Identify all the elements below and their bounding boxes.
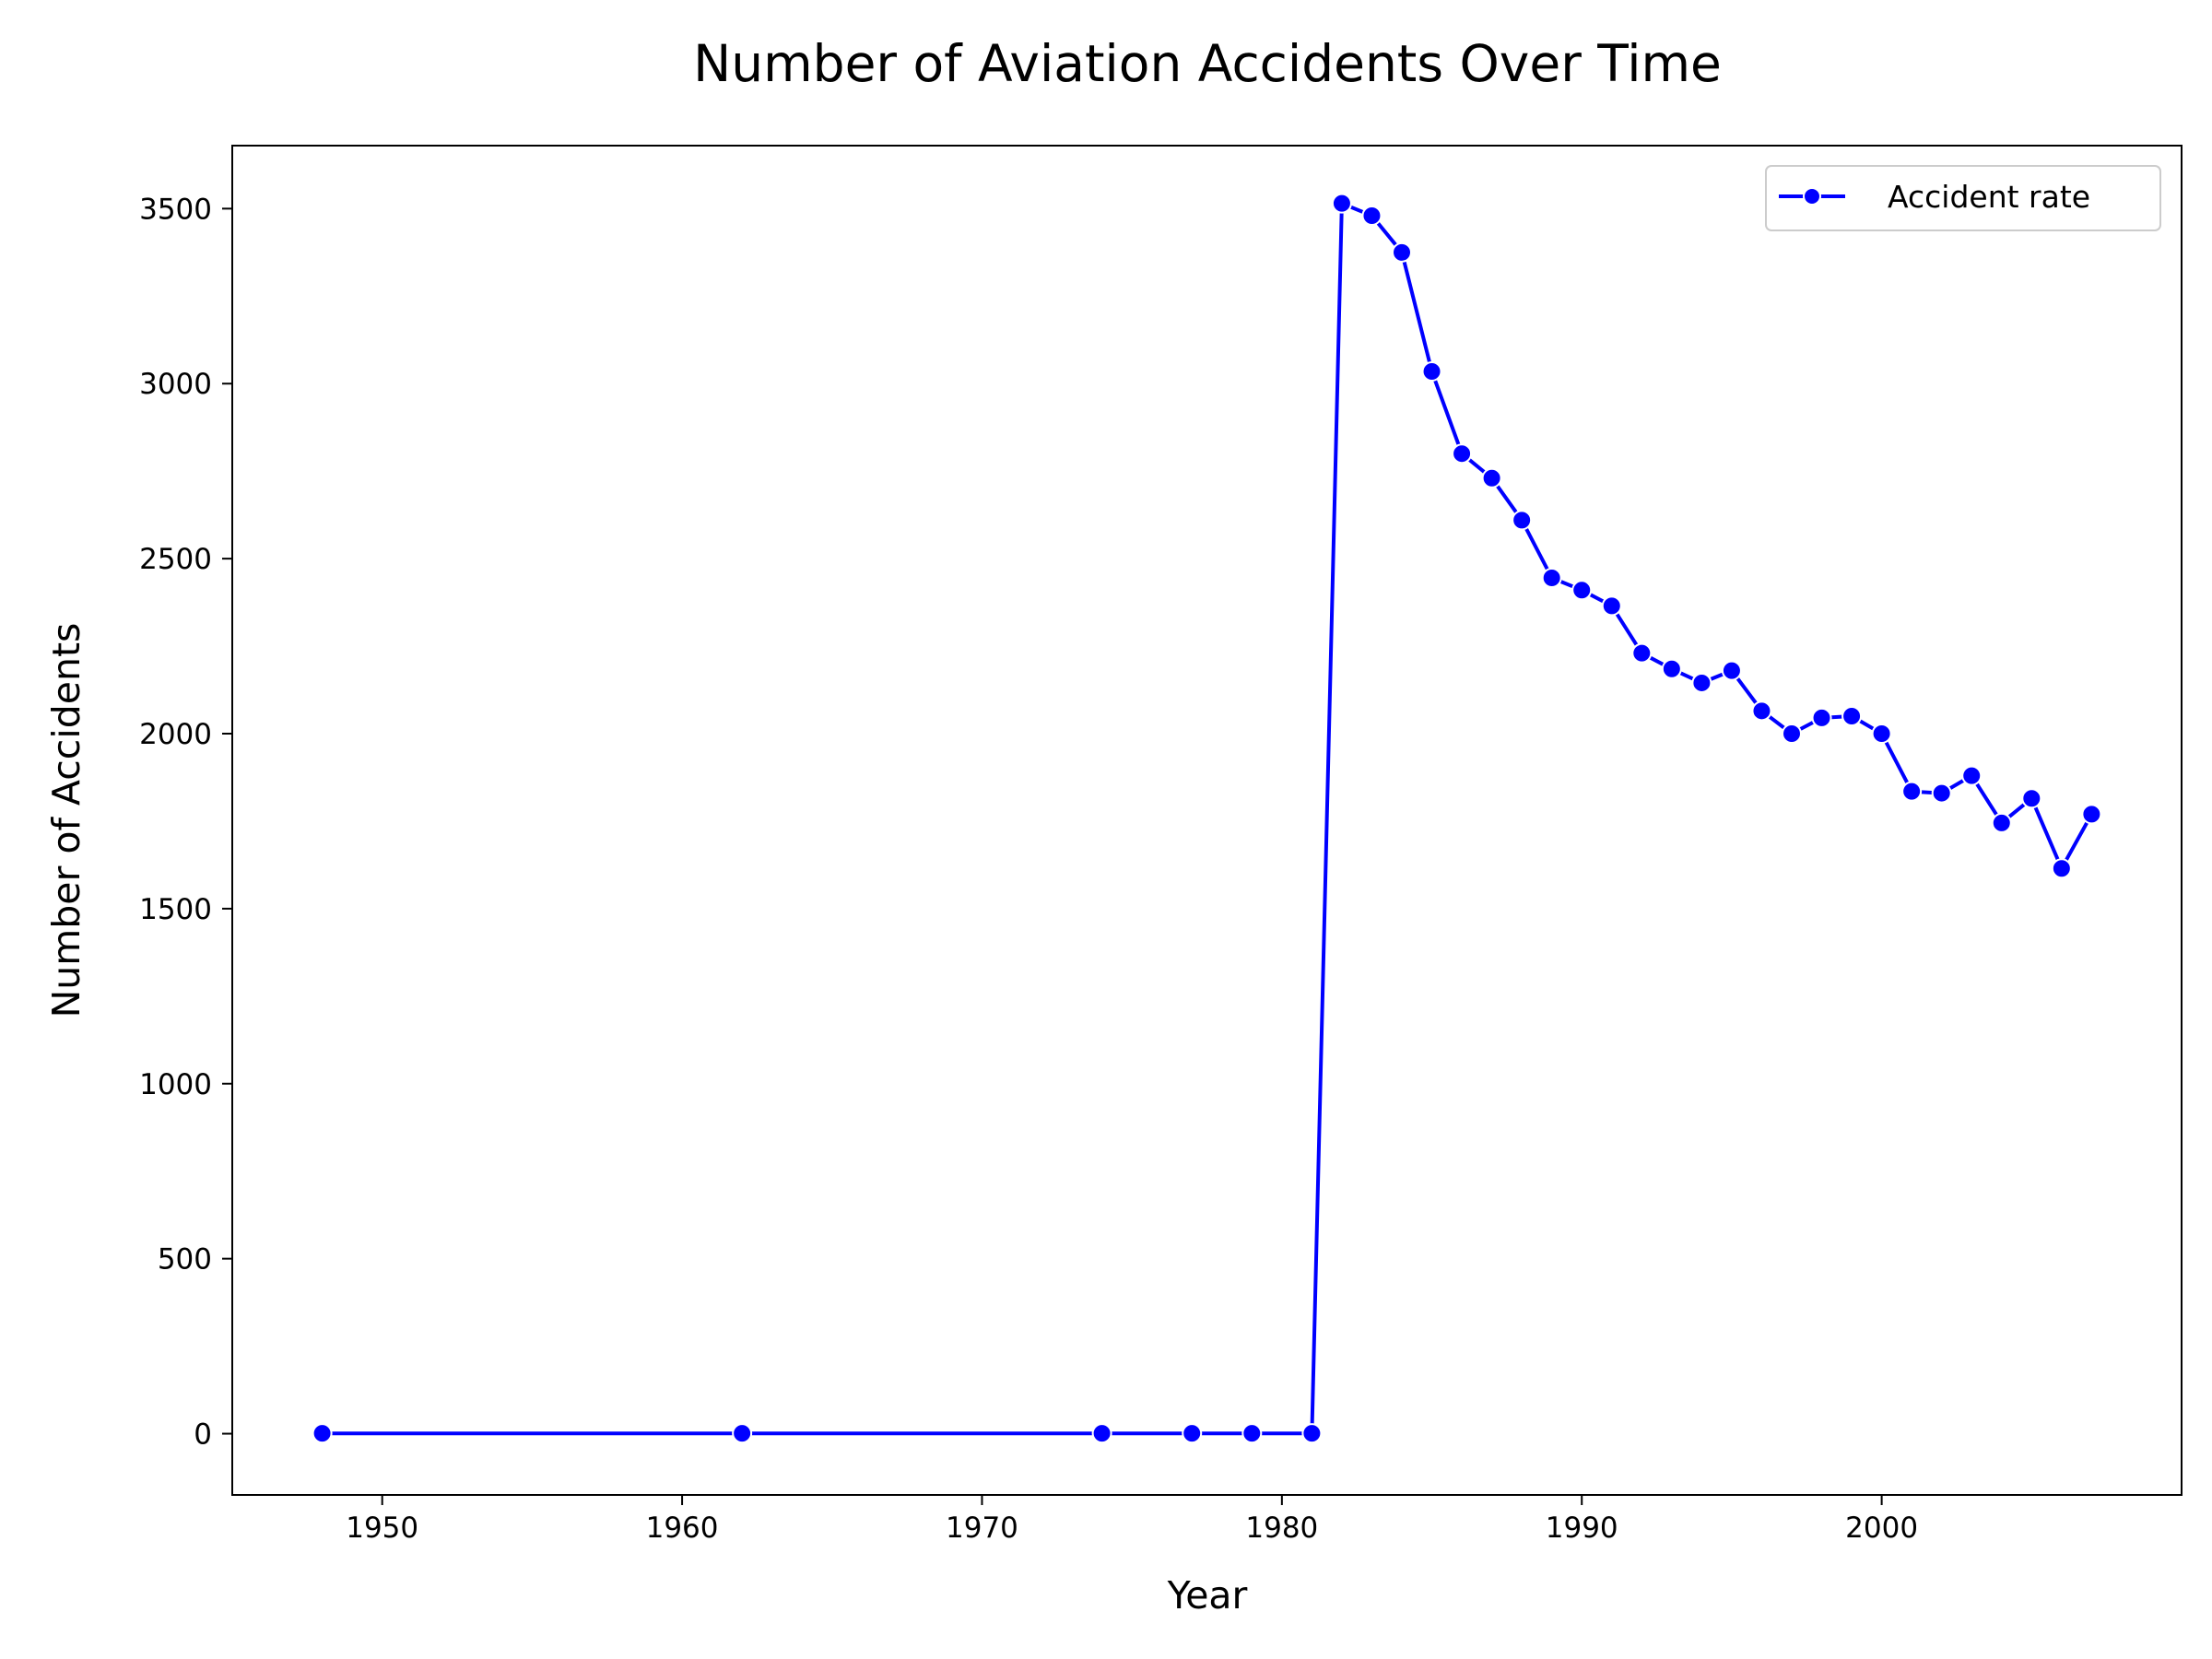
data-point [1481, 467, 1502, 488]
y-tick-label: 1000 [139, 1068, 212, 1101]
data-point [1991, 812, 2012, 833]
data-point [2081, 804, 2102, 825]
y-tick-label: 2000 [139, 718, 212, 751]
legend-marker-swatch [1803, 187, 1821, 206]
data-point [1841, 706, 1863, 727]
data-point [312, 1423, 333, 1444]
data-point [1871, 724, 1892, 745]
data-point [1782, 724, 1802, 745]
data-point [1512, 510, 1533, 531]
data-point [1421, 360, 1442, 382]
data-point [1091, 1423, 1112, 1444]
x-tick-label: 1960 [646, 1512, 719, 1545]
data-point [1961, 765, 1983, 786]
x-tick-label: 1990 [1546, 1512, 1618, 1545]
data-point [1361, 205, 1382, 226]
plot-area: 1950 1960 1970 1980 1990 2000 0 500 1000 1500 2000… [139, 193, 2102, 1545]
data-point [1392, 241, 1412, 263]
y-tick-label: 0 [194, 1418, 212, 1452]
plot-frame [231, 145, 2183, 1496]
series-line [322, 201, 2094, 1436]
data-point [1301, 1423, 1323, 1444]
x-tick-label: 1980 [1245, 1512, 1318, 1545]
y-tick-label: 2500 [139, 543, 212, 576]
data-point [1721, 660, 1742, 681]
data-point [1571, 580, 1593, 601]
x-tick-label: 2000 [1845, 1512, 1918, 1545]
data-point [1931, 782, 1952, 804]
data-point [732, 1423, 753, 1444]
y-axis-label: Number of Accidents [44, 623, 88, 1018]
data-point [1182, 1423, 1203, 1444]
legend-label: Accident rate [1888, 179, 2090, 215]
data-point [1241, 1423, 1263, 1444]
y-tick-label: 1500 [139, 893, 212, 926]
data-point [1661, 658, 1682, 679]
x-tick-label: 1950 [346, 1512, 418, 1545]
y-tick-label: 3000 [139, 368, 212, 401]
data-point [1331, 193, 1352, 214]
y-tick-label: 500 [158, 1243, 212, 1277]
data-point [1691, 672, 1712, 693]
data-point [2021, 788, 2042, 809]
legend: Accident rate [1765, 165, 2161, 231]
data-point [1601, 595, 1622, 617]
chart-title: Number of Aviation Accidents Over Time [693, 34, 1722, 93]
x-axis-label: Year [1167, 1573, 1248, 1618]
data-point [1452, 443, 1473, 465]
x-tick-label: 1970 [946, 1512, 1018, 1545]
data-point [1751, 700, 1772, 722]
data-point [1901, 781, 1923, 802]
data-point [2051, 858, 2072, 879]
data-point [1811, 707, 1832, 728]
legend-box [1765, 165, 2161, 231]
y-tick-label: 3500 [139, 193, 212, 226]
data-point [1541, 568, 1562, 589]
data-point [1631, 642, 1653, 664]
